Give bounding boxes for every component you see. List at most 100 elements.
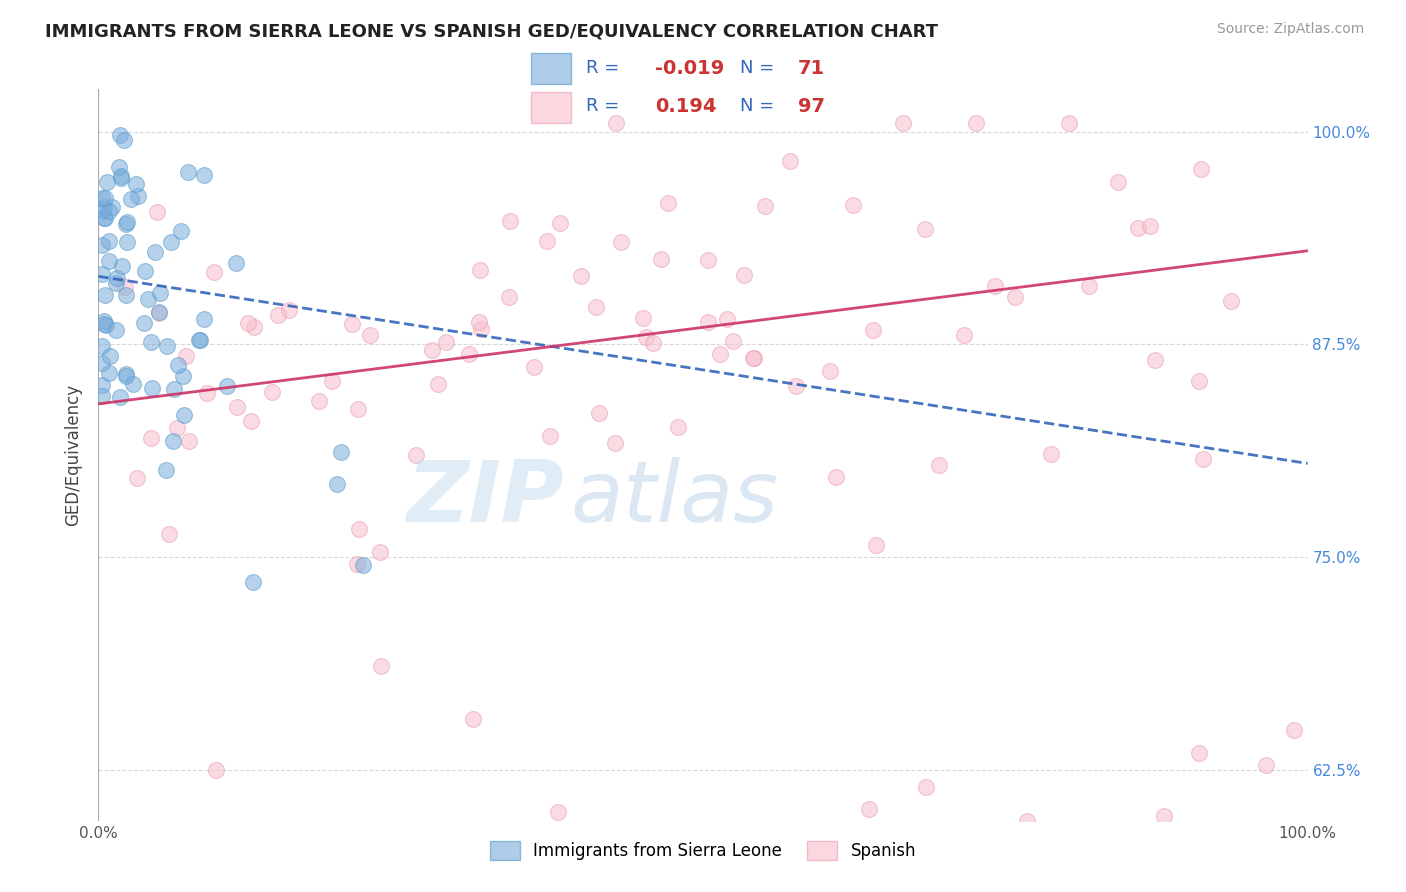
Point — [697, 315, 720, 329]
Point — [548, 216, 571, 230]
Point — [155, 339, 177, 353]
Point — [188, 333, 211, 347]
Text: R =: R = — [586, 97, 619, 115]
Point — [277, 303, 299, 318]
Legend: Immigrants from Sierra Leone, Spanish: Immigrants from Sierra Leone, Spanish — [484, 835, 922, 867]
Point — [97, 253, 120, 268]
Point — [468, 262, 491, 277]
Point — [641, 336, 664, 351]
Point — [132, 316, 155, 330]
Point — [928, 458, 950, 472]
Point — [173, 409, 195, 423]
Point — [91, 237, 114, 252]
Point — [91, 191, 114, 205]
Point — [610, 235, 633, 249]
Point — [262, 384, 284, 399]
Point — [115, 288, 138, 302]
Point — [91, 389, 114, 403]
Point — [1057, 116, 1080, 130]
Point — [97, 367, 120, 381]
Point — [405, 448, 427, 462]
Point — [91, 338, 114, 352]
Point — [96, 175, 118, 189]
Point — [1282, 723, 1305, 738]
Point — [162, 434, 184, 449]
Point — [891, 116, 914, 130]
Point — [179, 434, 201, 448]
Point — [820, 364, 842, 378]
Point — [236, 316, 259, 330]
Point — [605, 436, 627, 450]
Point — [1139, 219, 1161, 234]
Point — [470, 322, 492, 336]
Point — [1191, 452, 1213, 467]
Point — [143, 245, 166, 260]
Text: N =: N = — [740, 97, 773, 115]
Point — [240, 414, 263, 428]
Point — [498, 290, 520, 304]
Point — [94, 287, 117, 301]
Point — [122, 377, 145, 392]
Point — [115, 368, 138, 382]
Point — [242, 575, 264, 590]
Point — [983, 278, 1005, 293]
Point — [110, 170, 132, 185]
Point — [155, 463, 177, 477]
Point — [166, 421, 188, 435]
Point — [134, 263, 156, 277]
Point — [657, 195, 679, 210]
Point — [104, 323, 127, 337]
Point — [146, 205, 169, 219]
Text: 97: 97 — [799, 97, 825, 116]
Point — [733, 268, 755, 283]
Point — [953, 328, 976, 343]
Point — [721, 334, 744, 348]
Point — [193, 312, 215, 326]
Y-axis label: GED/Equivalency: GED/Equivalency — [65, 384, 83, 526]
Point — [634, 330, 657, 344]
Point — [226, 400, 249, 414]
Point — [605, 116, 627, 130]
Point — [696, 253, 718, 268]
Point — [536, 234, 558, 248]
Point — [329, 445, 352, 459]
Point — [177, 165, 200, 179]
Point — [1077, 279, 1099, 293]
Point — [101, 200, 124, 214]
Bar — [531, 54, 571, 84]
Point — [1040, 447, 1063, 461]
Point — [422, 343, 444, 358]
Point — [742, 351, 765, 366]
Point — [865, 538, 887, 552]
Point — [585, 300, 607, 314]
Point — [498, 214, 520, 228]
Point — [98, 234, 121, 248]
Point — [370, 658, 392, 673]
Point — [108, 160, 131, 174]
Text: R =: R = — [586, 60, 619, 78]
Text: ZIP: ZIP — [406, 458, 564, 541]
Point — [1254, 757, 1277, 772]
Point — [127, 189, 149, 203]
Point — [347, 522, 370, 536]
Point — [965, 116, 987, 130]
Point — [242, 319, 264, 334]
Point — [141, 381, 163, 395]
Point — [170, 224, 193, 238]
Point — [267, 308, 290, 322]
Point — [104, 277, 127, 291]
Point — [108, 128, 131, 142]
Bar — [531, 92, 571, 122]
Text: -0.019: -0.019 — [655, 59, 724, 78]
Point — [523, 360, 546, 375]
Point — [1153, 808, 1175, 822]
Point — [149, 285, 172, 300]
Point — [1188, 746, 1211, 760]
Point — [93, 200, 115, 214]
Point — [858, 802, 880, 816]
Point — [115, 217, 138, 231]
Point — [205, 763, 228, 777]
Point — [215, 378, 238, 392]
Point — [204, 265, 226, 279]
Text: 0.194: 0.194 — [655, 97, 717, 116]
